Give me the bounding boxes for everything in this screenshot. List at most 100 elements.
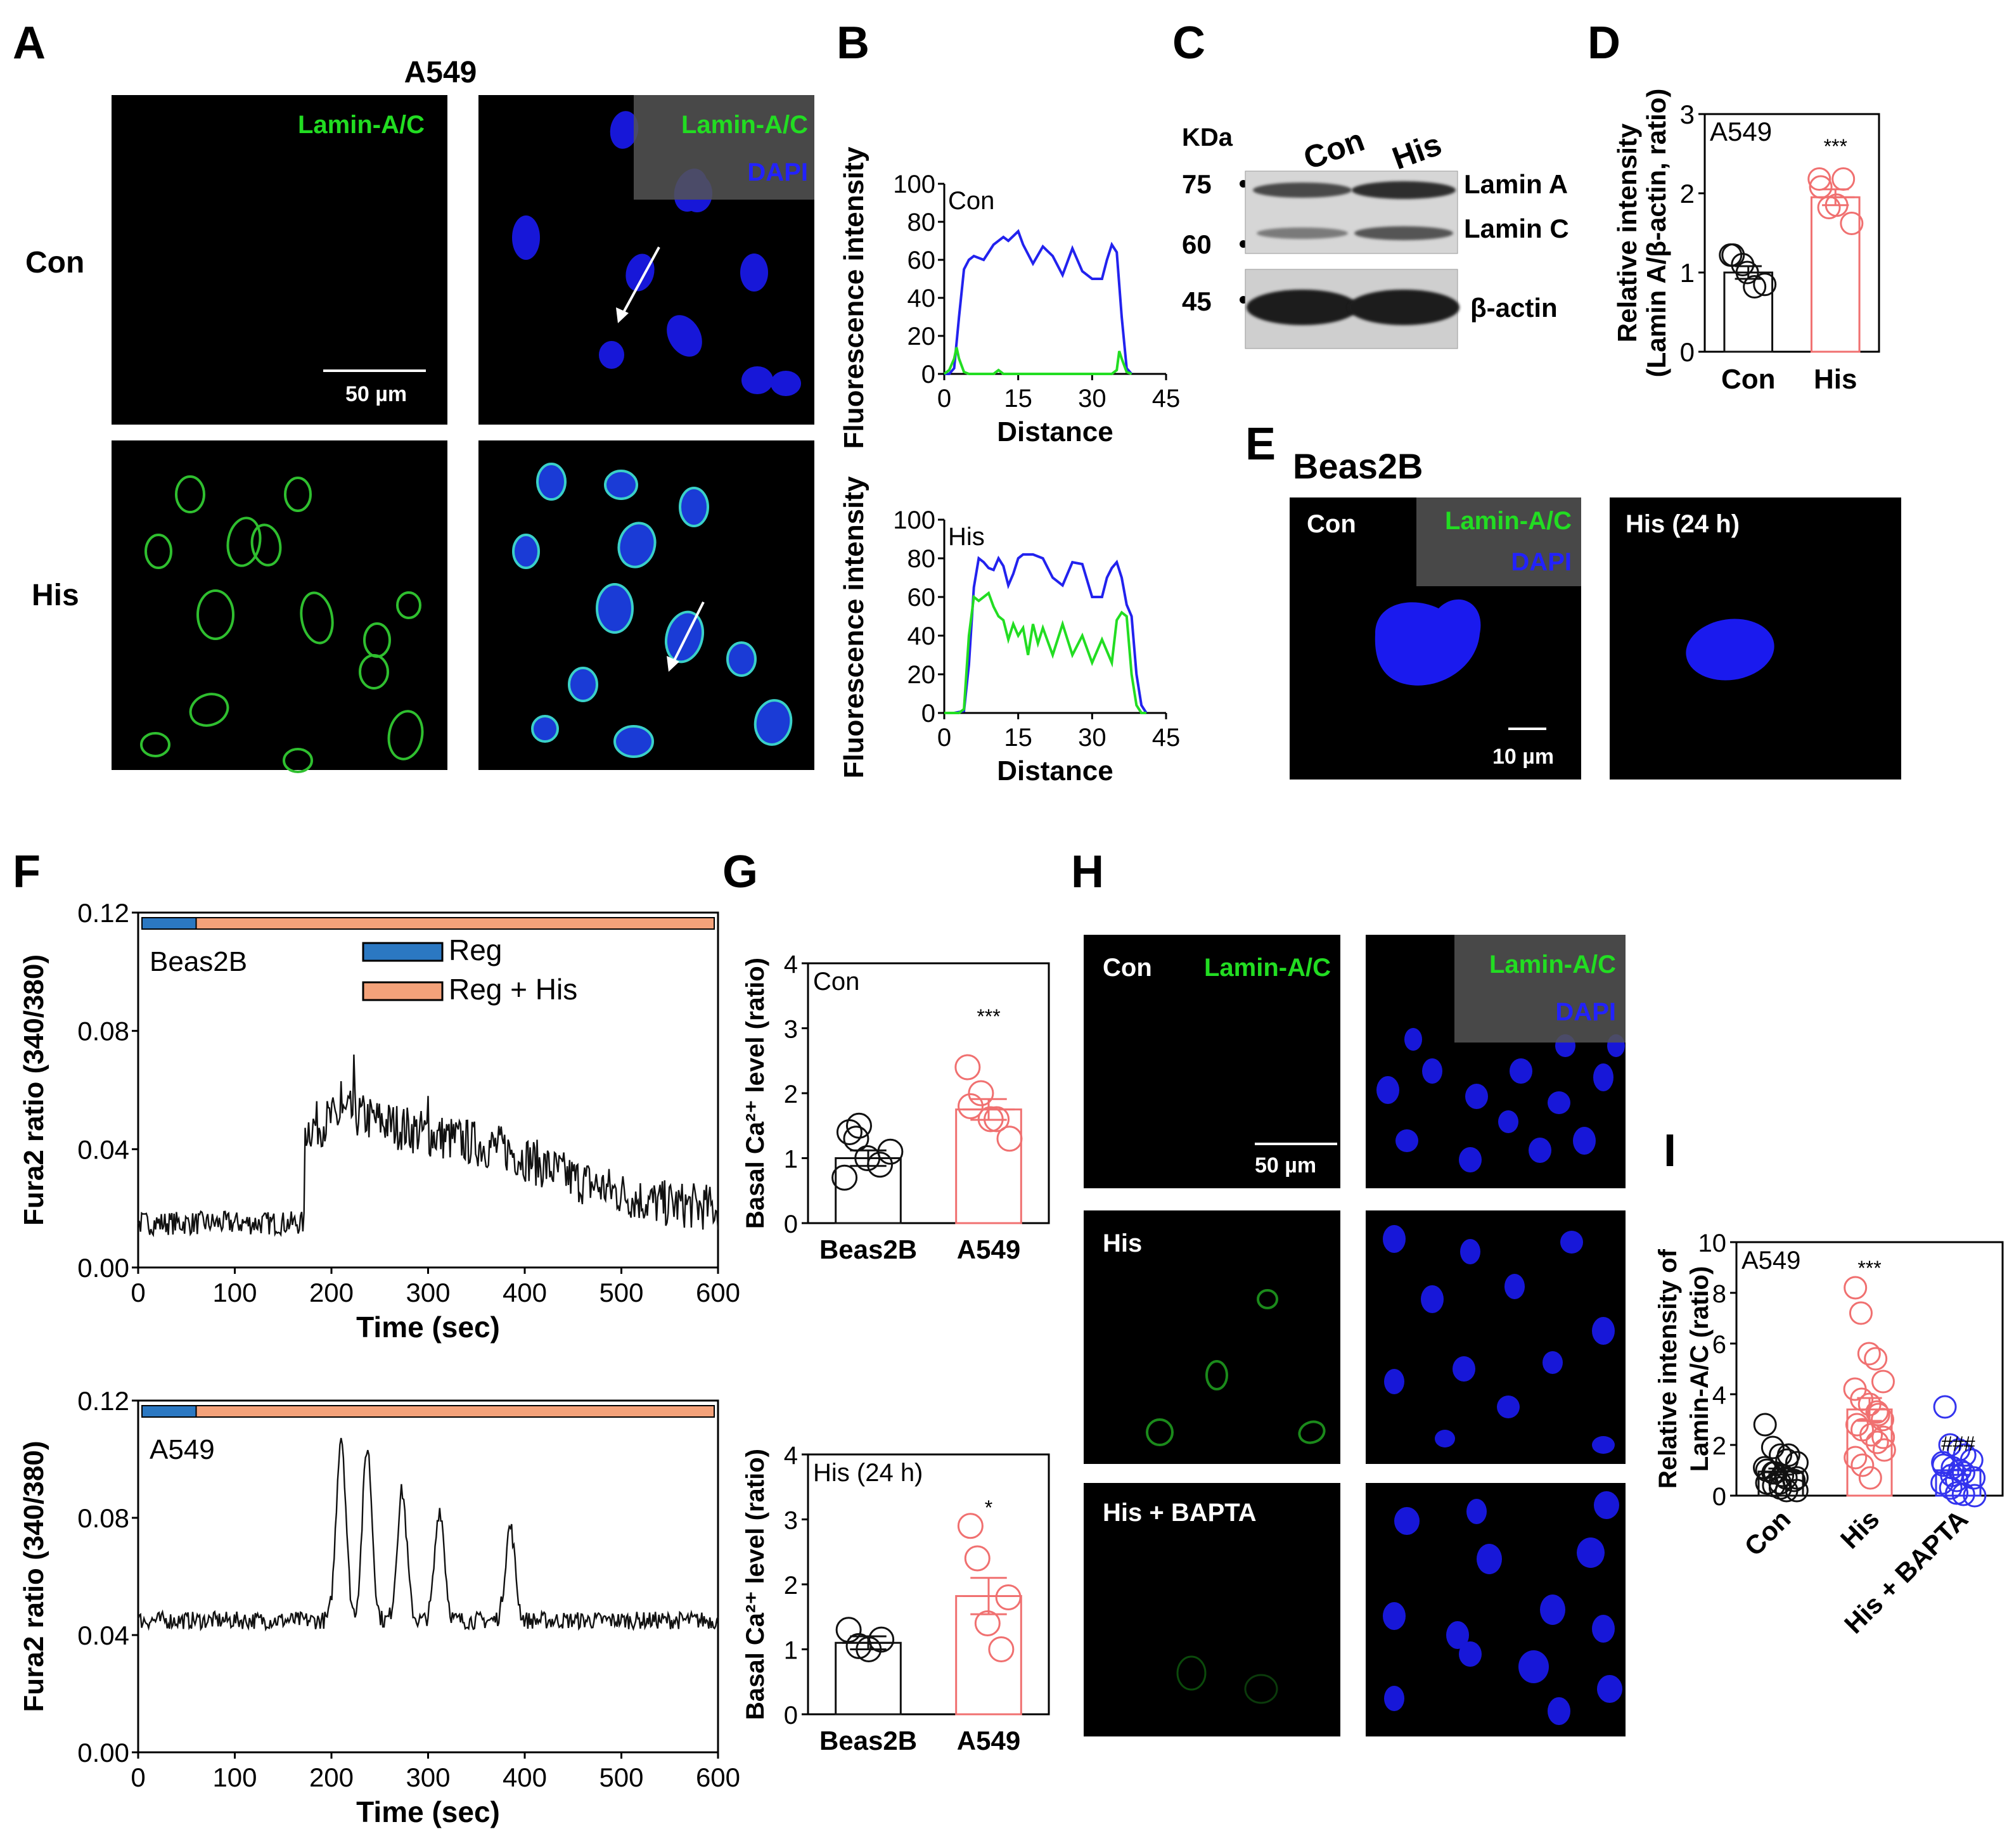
data-point — [974, 1610, 1001, 1636]
micrograph-h-green-label: Lamin-A/C — [1204, 954, 1331, 982]
category-label: His — [1835, 1504, 1885, 1554]
band-actin-his — [1348, 290, 1459, 325]
nucleus — [512, 534, 540, 569]
chart-annotation: Beas2B — [150, 946, 247, 977]
rings-h-his — [1146, 1289, 1326, 1446]
chart-annotation: A549 — [1710, 117, 1772, 146]
series-line-1 — [944, 553, 1148, 714]
x-tick-label: 45 — [1152, 385, 1181, 413]
nucleus — [625, 253, 655, 292]
data-point — [1858, 1466, 1882, 1490]
chart-f-bottom: 0.00 0.04 0.08 0.12 0 100 200 300 400 500 600 Time … — [18, 1386, 740, 1828]
category-label: A549 — [957, 1235, 1020, 1264]
marker-60: 60 — [1182, 229, 1212, 259]
data-point — [877, 1138, 904, 1165]
band-lamin-c-con — [1257, 228, 1348, 239]
x-tick-label: 600 — [696, 1278, 740, 1307]
chart-d: 0 1 2 3 A549 Con *** His Relative intensity (Lami… — [1612, 89, 1880, 395]
y-tick-label: 2 — [784, 1081, 798, 1108]
nucleus — [175, 475, 205, 513]
y-tick-label: 0.08 — [77, 1503, 129, 1533]
x-tick-label: 300 — [406, 1278, 450, 1307]
micrograph-con-merge-blue-label: DAPI — [747, 158, 808, 186]
nucleus — [300, 591, 334, 645]
reg-bar — [141, 1405, 197, 1418]
band-lamin-a-his — [1352, 181, 1456, 199]
chart-annotation: Con — [813, 968, 859, 996]
faint-ring-1 — [1176, 1655, 1207, 1691]
data-point — [1951, 1482, 1975, 1506]
nuclei-his-green — [140, 475, 424, 773]
y-axis-label: Relative intensity of — [1654, 1248, 1682, 1489]
chart-b-top: 0 20 40 60 80 100 0 15 30 45 Distance Con Fluorescen… — [838, 146, 1180, 449]
nucleus — [1459, 1641, 1482, 1667]
panel-c: KDa 75 60 45 Con His Lamin A Lamin C β-a… — [1182, 122, 1569, 349]
significance-label: * — [985, 1496, 992, 1519]
nucleus — [679, 487, 709, 527]
nucleus — [283, 748, 313, 773]
nuclei-his-merge — [512, 463, 793, 758]
y-tick-label: 20 — [908, 661, 936, 689]
plot-frame — [1703, 113, 1880, 353]
x-tick-label: 45 — [1152, 724, 1181, 752]
micrograph-e-con-label: Con — [1307, 510, 1356, 538]
chart-annotation: His (24 h) — [813, 1459, 923, 1487]
micrograph-e-blue-label: DAPI — [1511, 548, 1572, 576]
y-tick-label: 0.08 — [77, 1017, 129, 1046]
y-axis-label: Fura2 ratio (340/380) — [18, 1441, 49, 1712]
data-point — [1785, 1451, 1809, 1475]
nucleus — [1446, 1621, 1469, 1649]
arrow-head-con — [616, 307, 629, 323]
data-point — [831, 1164, 858, 1191]
row-label-his: His — [32, 579, 79, 612]
x-tick-label: 15 — [1004, 724, 1032, 752]
data-point — [996, 1126, 1023, 1152]
chart-annotation: A549 — [1741, 1247, 1800, 1274]
lane-label-con: Con — [1299, 122, 1369, 176]
nucleus — [1577, 1537, 1605, 1568]
nucleus — [196, 589, 234, 640]
band-actin-con — [1247, 290, 1358, 325]
y-axis-label: Relative intensity — [1612, 123, 1642, 342]
data-point — [1963, 1484, 1987, 1508]
legend-swatch-reg — [362, 942, 444, 962]
y-tick-label: 10 — [1698, 1229, 1727, 1257]
y-tick-label: 6 — [1712, 1331, 1726, 1359]
data-point — [964, 1545, 991, 1572]
micrograph-con-green-label: Lamin-A/C — [298, 111, 425, 139]
category-label: Beas2B — [819, 1235, 917, 1264]
nucleus — [1376, 1076, 1399, 1104]
data-point — [868, 1626, 895, 1653]
nucleus — [1466, 1499, 1487, 1524]
kda-title: KDa — [1182, 124, 1233, 151]
x-tick-label: 200 — [309, 1762, 354, 1792]
micrograph-e-his-label: His (24 h) — [1626, 510, 1740, 538]
x-axis-label: Time (sec) — [356, 1311, 500, 1344]
nucleus — [741, 366, 773, 394]
panel-label-i: I — [1664, 1126, 1676, 1176]
data-point — [1807, 167, 1831, 191]
significance-label: ### — [1941, 1432, 1975, 1455]
data-point — [1785, 1479, 1809, 1503]
nuclei-h-bapta — [1383, 1491, 1622, 1725]
band-lamin-c-his — [1354, 226, 1453, 240]
x-tick-label: 30 — [1078, 385, 1106, 413]
nucleus — [1548, 1091, 1570, 1114]
data-point — [1785, 1466, 1809, 1490]
y-tick-label: 2 — [784, 1572, 798, 1600]
series-line-2 — [944, 591, 1146, 714]
y-tick-label: 3 — [1680, 99, 1695, 129]
y-tick-label: 4 — [1712, 1382, 1726, 1409]
nucleus — [1146, 1418, 1174, 1446]
nucleus — [596, 583, 634, 634]
nucleus — [604, 470, 638, 500]
nucleus — [387, 710, 424, 760]
chart-annotation: A549 — [150, 1434, 215, 1465]
nucleus — [617, 522, 657, 568]
nucleus — [1573, 1127, 1596, 1155]
micrograph-con-green — [112, 95, 447, 425]
nucleus — [1421, 1285, 1444, 1313]
panel-e: Beas2B Con Lamin-A/C DAPI 10 µm His (24 … — [1290, 446, 1901, 780]
y-tick-label: 1 — [1680, 258, 1695, 288]
